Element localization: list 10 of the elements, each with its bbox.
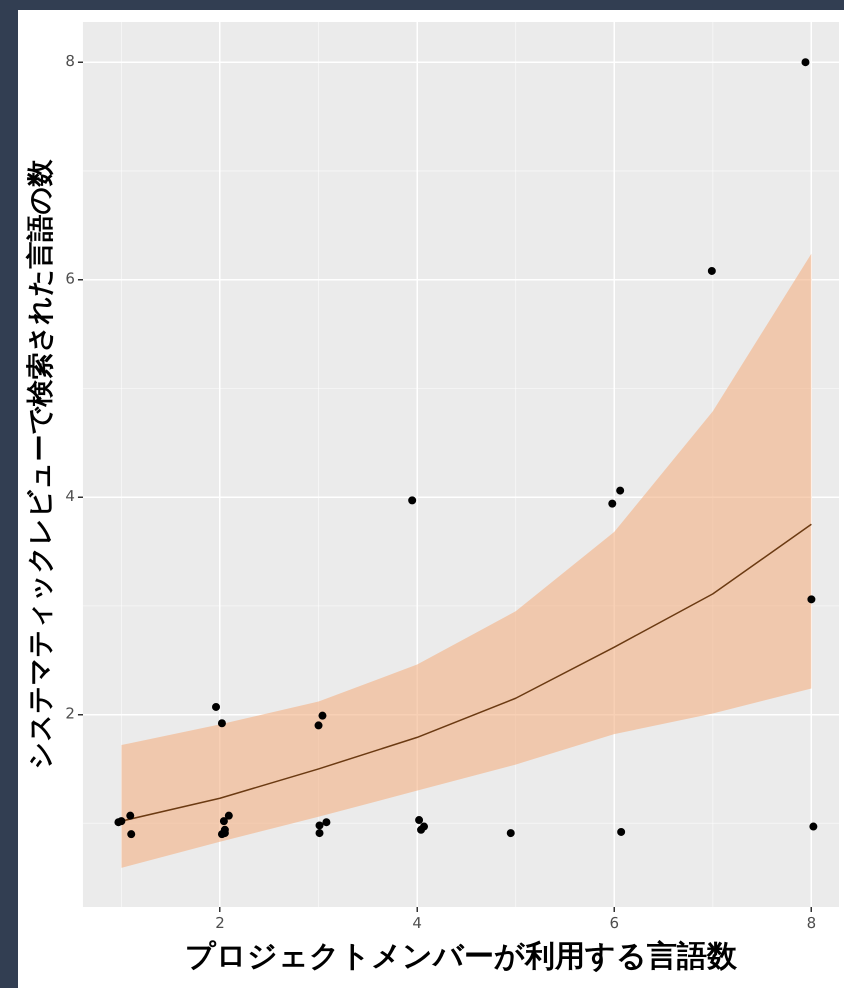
y-tick-label: 6: [65, 270, 75, 288]
x-tick-label: 6: [609, 914, 620, 932]
y-tick-label: 2: [65, 704, 75, 722]
x-tick-label: 8: [806, 914, 816, 932]
x-tick-label: 2: [215, 914, 225, 932]
y-axis-title: システマティックレビューで検索された言語の数: [25, 158, 56, 770]
y-tick-label: 4: [65, 487, 75, 506]
x-tick-label: 4: [412, 914, 422, 932]
x-axis-title: プロジェクトメンバーが利用する言語数: [184, 938, 738, 974]
y-tick-label: 8: [65, 52, 75, 70]
